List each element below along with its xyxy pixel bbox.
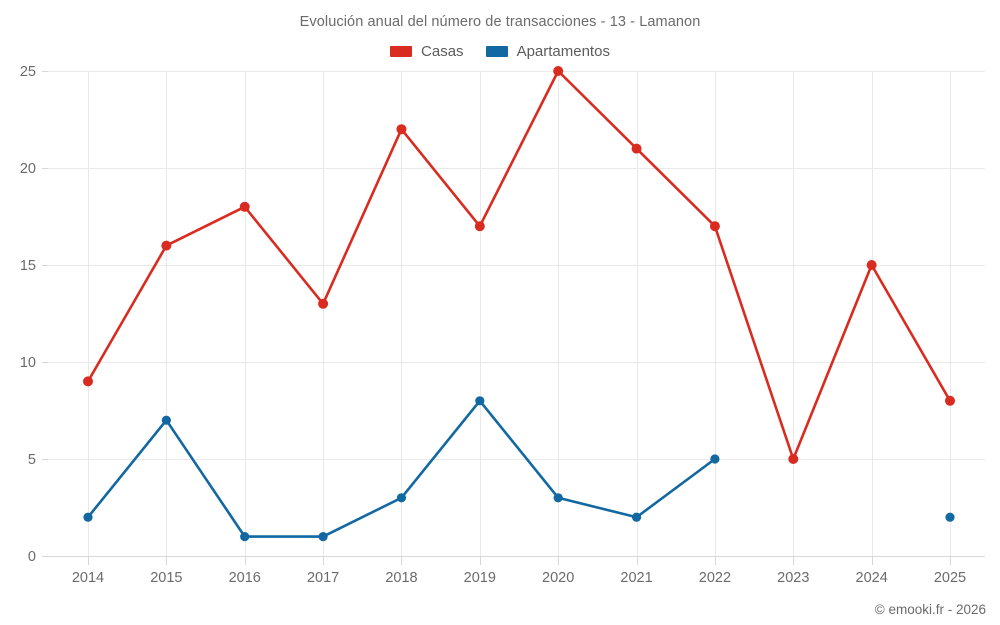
y-axis-tick-label: 0 [28,549,36,565]
data-point-casas-2018 [396,124,407,135]
data-point-apartamentos-2017 [318,532,328,542]
data-point-apartamentos-2025 [945,512,955,522]
x-axis-tick-label: 2019 [464,570,496,586]
data-point-apartamentos-2021 [631,512,642,522]
data-point-casas-2014 [83,376,93,387]
data-point-casas-2017 [318,298,329,309]
data-point-apartamentos-2020 [553,493,563,503]
legend-label-casas: Casas [421,43,464,60]
y-axis-tick-label: 20 [20,161,36,177]
data-point-casas-2025 [945,395,955,406]
data-point-casas-2019 [474,221,485,232]
data-point-casas-2022 [709,221,720,232]
data-point-casas-2024 [866,260,877,270]
y-axis-tick-label: 15 [20,258,36,274]
x-axis-tick-label: 2021 [620,570,652,586]
data-point-apartamentos-2016 [240,532,250,542]
y-axis-tick-label: 25 [20,64,36,80]
legend-swatch-apartamentos [485,46,508,57]
data-point-casas-2021 [631,143,642,154]
data-point-apartamentos-2022 [710,454,720,464]
x-axis-tick-label: 2024 [856,570,888,586]
x-axis-labels: 2014 2015 2016 2017 2018 2019 2020 2021 2022 2023… [72,570,966,586]
y-axis-tick-label: 5 [28,452,36,468]
data-point-apartamentos-2018 [396,493,407,503]
x-axis-tick-label: 2017 [307,570,339,586]
x-axis-tick-label: 2022 [699,570,731,586]
chart-legend: Casas Apartamentos [0,43,1000,60]
legend-item-casas[interactable]: Casas [390,43,464,60]
grid-layer [48,71,985,557]
series-apartamentos [83,396,955,542]
series-line-casas [86,69,952,461]
axis-layer [42,71,951,565]
data-point-casas-2023 [788,454,799,464]
series-casas [83,66,955,464]
legend-label-apartamentos: Apartamentos [516,43,610,60]
data-point-casas-2020 [553,66,564,76]
x-axis-tick-label: 2015 [150,570,182,586]
data-point-apartamentos-2015 [161,415,171,425]
legend-item-apartamentos[interactable]: Apartamentos [485,43,610,60]
y-axis-tick-label: 10 [20,355,36,371]
x-axis-tick-label: 2014 [72,570,104,586]
x-axis-tick-label: 2018 [385,570,417,586]
data-point-apartamentos-2019 [475,396,485,406]
x-axis-tick-label: 2016 [229,570,261,586]
data-point-casas-2015 [161,240,172,251]
footer-credit: © emooki.fr - 2026 [874,602,986,617]
x-axis-tick-label: 2025 [934,570,966,586]
x-axis-tick-label: 2020 [542,570,574,586]
x-axis-tick-label: 2023 [777,570,809,586]
series-layer [83,66,955,542]
data-point-casas-2016 [239,201,250,212]
legend-swatch-casas [390,46,413,57]
chart-title: Evolución anual del número de transaccio… [299,14,701,30]
y-axis-labels: 0 5 10 15 20 25 [20,64,36,565]
data-point-apartamentos-2014 [83,512,93,522]
